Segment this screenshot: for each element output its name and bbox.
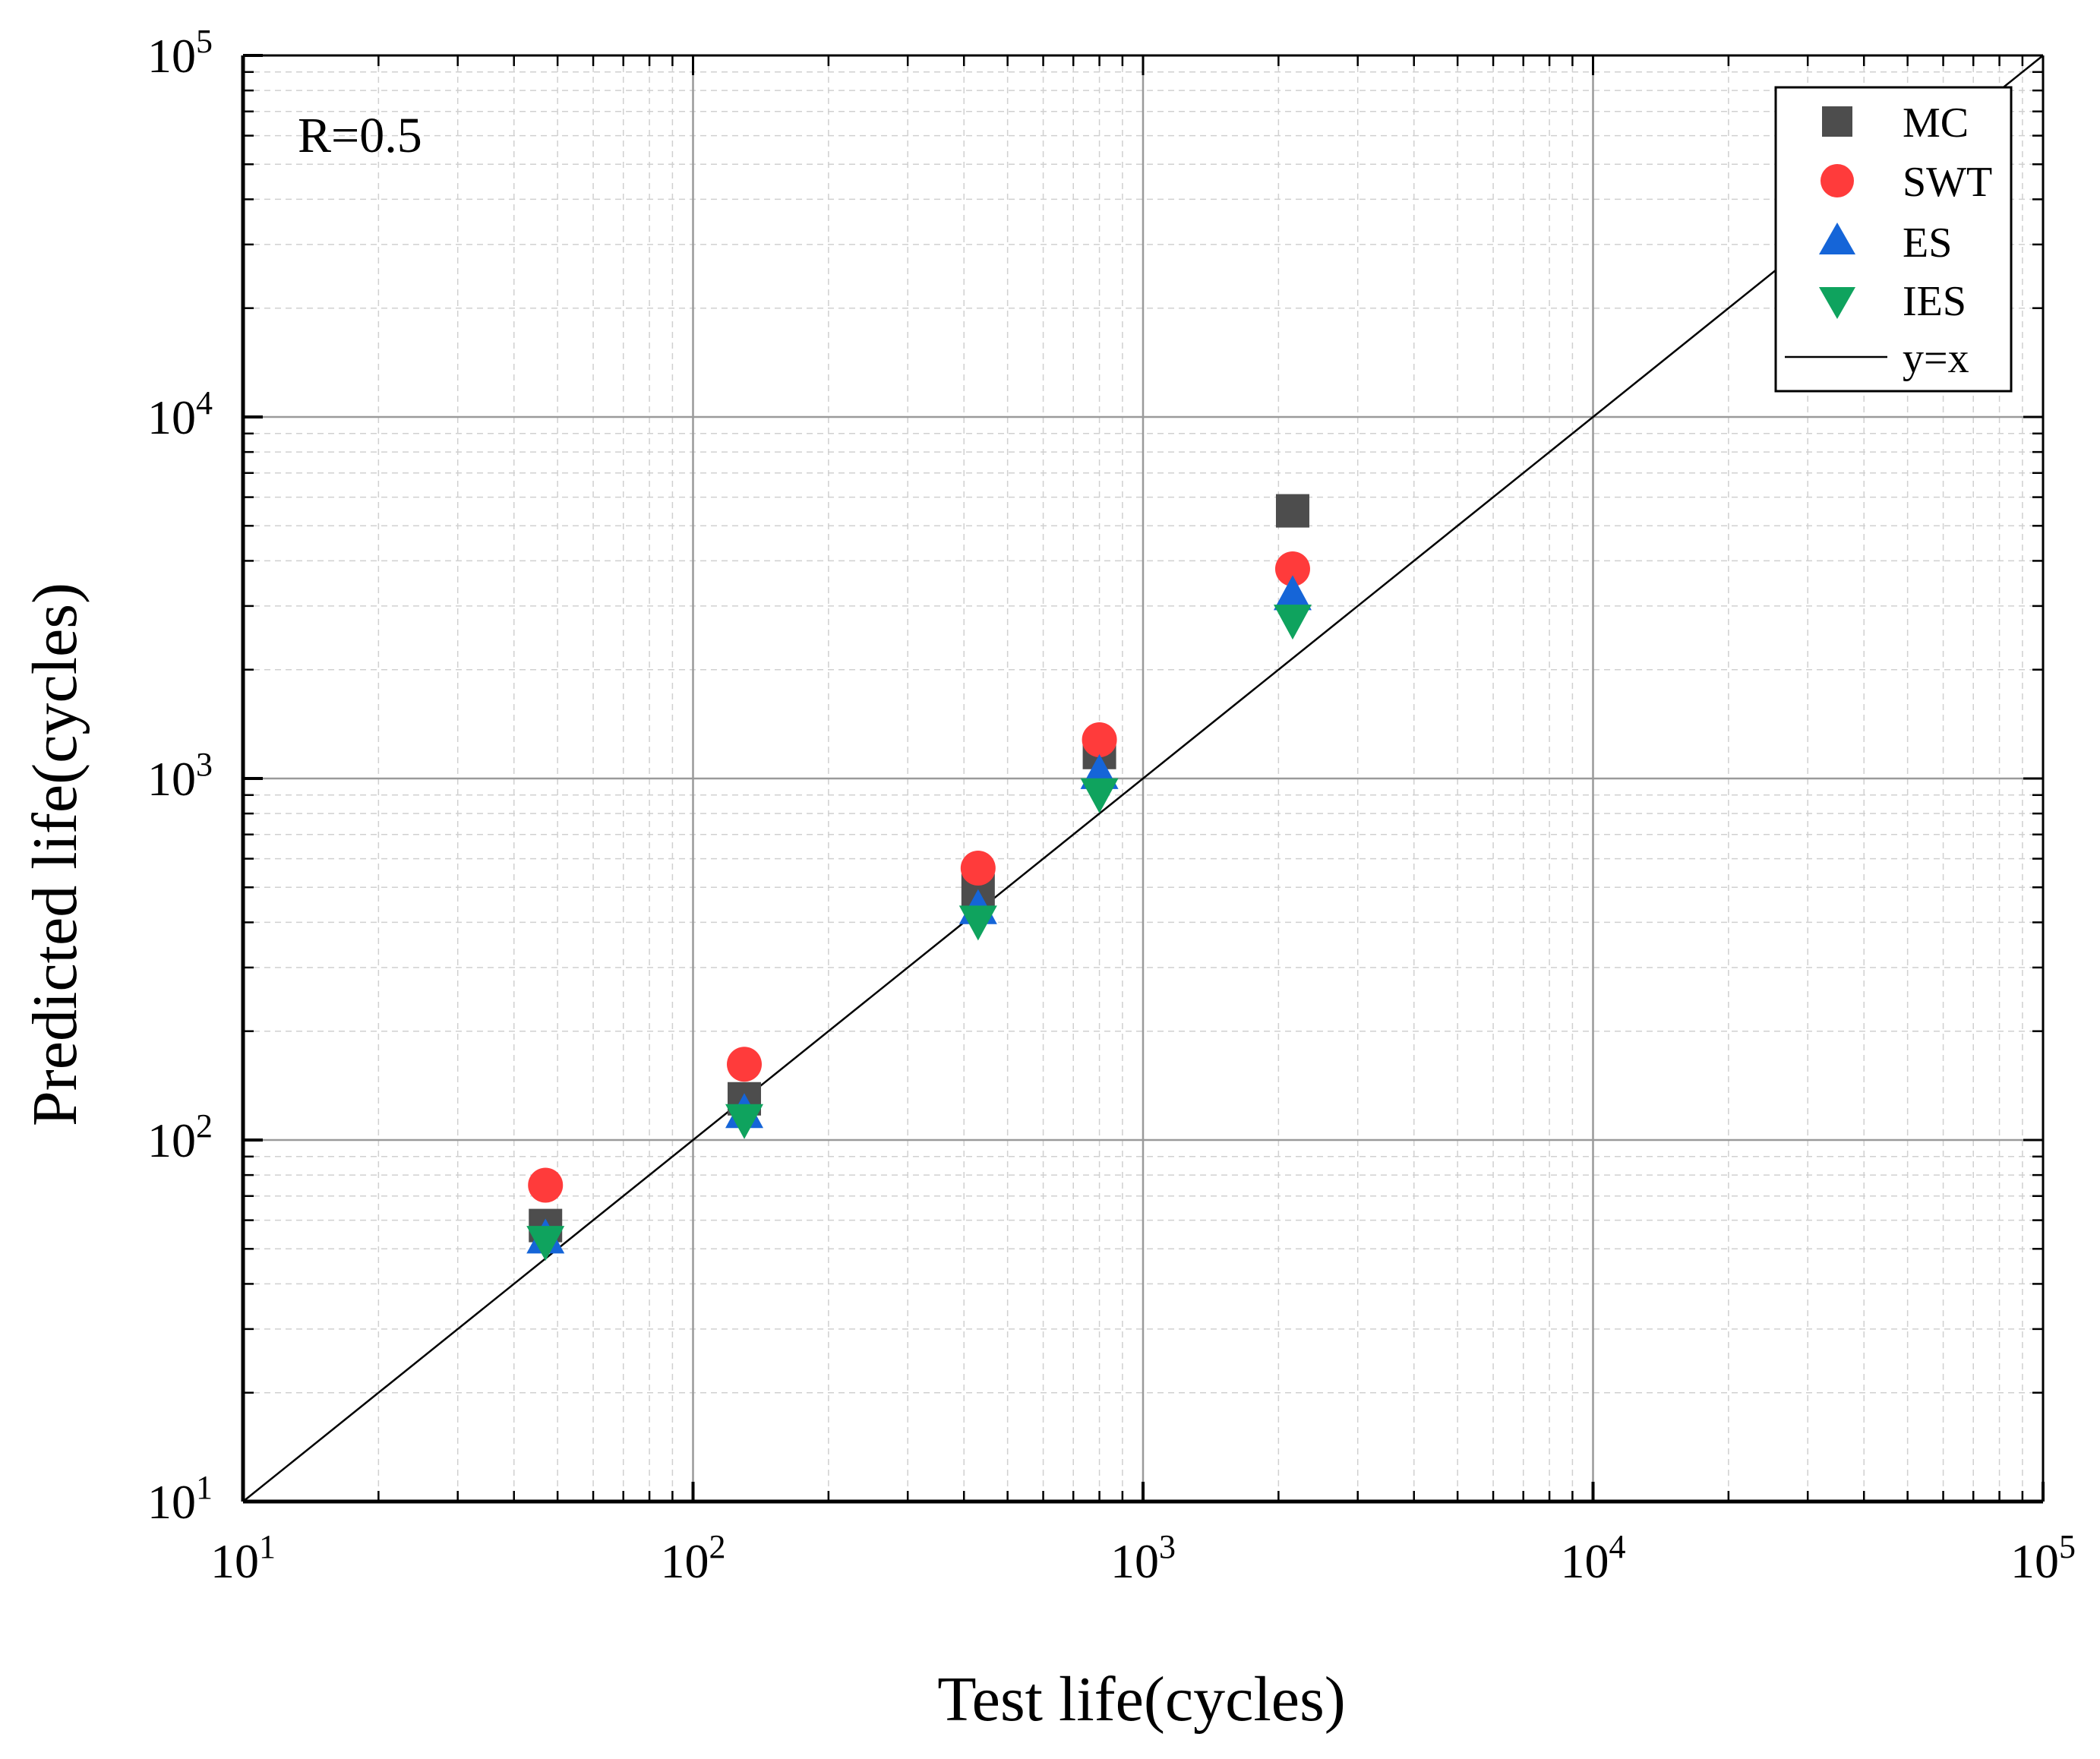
y-tick-label: 101 <box>147 1469 213 1529</box>
x-tick-label: 102 <box>661 1528 726 1588</box>
legend-label-mc: MC <box>1903 99 1969 147</box>
legend-marker-mc <box>1822 106 1852 137</box>
legend-marker-swt <box>1821 164 1854 197</box>
y-axis-title: Predicted life(cycles) <box>20 583 90 1126</box>
legend-label-yx: y=x <box>1903 335 1969 382</box>
x-tick-label: 105 <box>2010 1528 2076 1588</box>
point-es <box>1273 575 1312 611</box>
reference-line-y-equals-x <box>242 55 2044 1502</box>
legend-label-ies: IES <box>1903 278 1966 325</box>
data-points <box>526 494 1312 1262</box>
x-axis-title: Test life(cycles) <box>937 1664 1346 1735</box>
point-ies <box>1080 778 1119 813</box>
legend-marker-es <box>1819 223 1855 254</box>
annotation-r-value: R=0.5 <box>298 108 422 163</box>
point-swt <box>727 1047 763 1082</box>
point-swt <box>528 1167 564 1203</box>
y-tick-label: 104 <box>147 384 213 444</box>
x-tick-label: 103 <box>1110 1528 1176 1588</box>
x-tick-label: 101 <box>210 1528 276 1588</box>
x-tick-label: 104 <box>1561 1528 1626 1588</box>
point-swt <box>1082 722 1117 757</box>
point-ies <box>725 1104 764 1139</box>
x-tick-labels: 101 102 103 104 105 <box>210 1528 2076 1588</box>
point-ies <box>526 1226 565 1262</box>
y-tick-labels: 101 102 103 104 105 <box>147 23 213 1529</box>
legend-label-es: ES <box>1903 219 1952 267</box>
major-gridlines <box>243 55 2043 1502</box>
point-mc <box>1275 494 1309 528</box>
reference-line-group <box>242 55 2044 1502</box>
point-ies <box>958 905 997 941</box>
legend-box <box>1774 86 2013 393</box>
legend: MC SWT ES IES y=x <box>1774 86 2013 393</box>
point-ies <box>1273 605 1312 640</box>
legend-marker-ies <box>1819 287 1855 319</box>
axes <box>241 54 2045 1504</box>
point-swt <box>1274 551 1310 587</box>
point-swt <box>960 851 996 886</box>
y-tick-label: 102 <box>147 1107 213 1167</box>
y-tick-label: 103 <box>147 746 213 806</box>
legend-label-swt: SWT <box>1903 159 1992 206</box>
y-tick-label: 105 <box>147 23 213 83</box>
